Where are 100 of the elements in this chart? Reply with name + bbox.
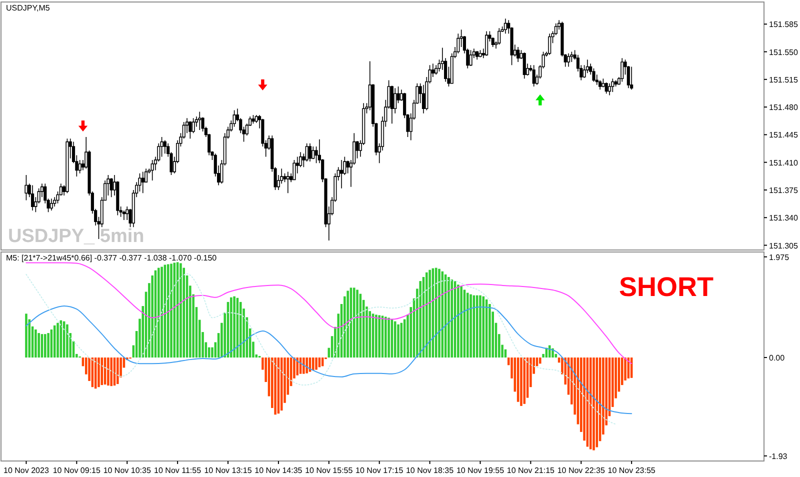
candlestick [286, 171, 290, 194]
candlestick [476, 50, 479, 60]
bar [180, 263, 182, 358]
y-tick-label: -1.93 [769, 451, 788, 460]
bar [170, 264, 172, 358]
candlestick [50, 198, 53, 211]
candlestick [485, 30, 488, 56]
point [78, 120, 88, 132]
x-tick-label: 10 Nov 2023 [4, 466, 50, 475]
candlestick [522, 52, 526, 80]
bar [239, 302, 242, 358]
y-tick-label: 151.305 [769, 240, 798, 250]
x-tick-label: 10 Nov 11:55 [154, 466, 202, 475]
bar [470, 294, 472, 358]
y-tick-label: 151.480 [769, 102, 798, 112]
candlestick [292, 160, 296, 180]
candlestick [611, 78, 614, 92]
bar [426, 272, 428, 358]
bar [450, 280, 453, 358]
bar [479, 295, 482, 358]
candlestick [620, 58, 624, 82]
bar [356, 290, 358, 358]
bar [384, 316, 387, 358]
candlestick [532, 64, 536, 87]
x-tick-label: 10 Nov 17:15 [356, 466, 404, 475]
bar [352, 288, 356, 358]
bar [523, 358, 526, 404]
candlestick [198, 111, 202, 130]
candlestick [188, 120, 192, 140]
bar [315, 358, 318, 370]
candlestick [516, 46, 520, 62]
candlestick [548, 33, 552, 56]
line-series [26, 273, 616, 425]
bar [44, 334, 46, 358]
candlestick [469, 50, 472, 66]
x-tick-label: 10 Nov 22:35 [557, 466, 606, 475]
bar [438, 268, 440, 358]
y-tick-label: 151.445 [769, 130, 798, 140]
bar [306, 358, 308, 374]
bar [378, 315, 380, 358]
candlestick [592, 68, 596, 82]
bar [466, 292, 469, 358]
bar [460, 286, 462, 358]
y-tick-label: 151.585 [769, 20, 798, 29]
candlestick [504, 18, 507, 34]
x-tick-label: 10 Nov 09:15 [52, 466, 102, 475]
chart-title: USDJPY,M5 [6, 4, 50, 12]
candlestick [232, 110, 236, 128]
candlestick [608, 82, 612, 96]
bar [375, 314, 378, 358]
bar [107, 358, 110, 386]
candlestick [340, 160, 344, 189]
candlestick [66, 138, 69, 194]
candlestick [478, 50, 482, 58]
x-tick-label: 10 Nov 19:55 [456, 466, 505, 475]
y-tick-label: 1.975 [769, 252, 790, 262]
y-tick-label: 0.00 [769, 353, 786, 362]
bar [230, 297, 232, 358]
y-tick-label: 151.410 [769, 158, 798, 167]
candlestick [110, 178, 113, 198]
candlestick [160, 136, 164, 158]
x-tick-label: 10 Nov 10:35 [103, 466, 152, 475]
candlestick [630, 66, 634, 90]
annotation: SHORT [619, 272, 714, 302]
bar [34, 329, 37, 358]
candlestick [456, 33, 460, 54]
x-tick-label: 10 Nov 21:15 [506, 466, 556, 475]
x-tick-label: 10 Nov 15:55 [305, 466, 354, 475]
candlestick [308, 142, 312, 162]
bar [488, 304, 491, 358]
bar [274, 358, 276, 415]
candlestick [141, 171, 144, 194]
bar [38, 333, 40, 358]
candlestick [150, 160, 154, 181]
y-tick-label: 151.550 [769, 47, 798, 56]
bar [98, 358, 100, 388]
bar [47, 333, 50, 358]
line-series [26, 306, 632, 414]
candlestick [122, 210, 126, 220]
bar [388, 318, 390, 358]
bar [158, 268, 160, 358]
candlestick [312, 146, 315, 160]
y-tick-label: 151.340 [769, 213, 798, 222]
x-tick-label: 10 Nov 23:55 [608, 466, 656, 475]
x-tick-label: 10 Nov 13:15 [204, 466, 252, 475]
candlestick [566, 52, 570, 68]
bar [110, 358, 112, 386]
bar [116, 358, 119, 384]
bar [448, 276, 450, 358]
bar [25, 314, 28, 358]
bar [56, 322, 59, 358]
bar [419, 281, 422, 358]
point [536, 94, 545, 106]
candlestick [163, 140, 166, 154]
y-tick-label: 151.515 [769, 74, 798, 84]
x-tick-label: 10 Nov 18:35 [406, 466, 454, 475]
point [258, 79, 268, 90]
bar [160, 266, 163, 358]
candlestick [24, 174, 28, 201]
chart-title: M5: [21*7->21w45*0.66] -0.377 -0.377 -1.038 -1.070 -0.150 [6, 254, 218, 262]
